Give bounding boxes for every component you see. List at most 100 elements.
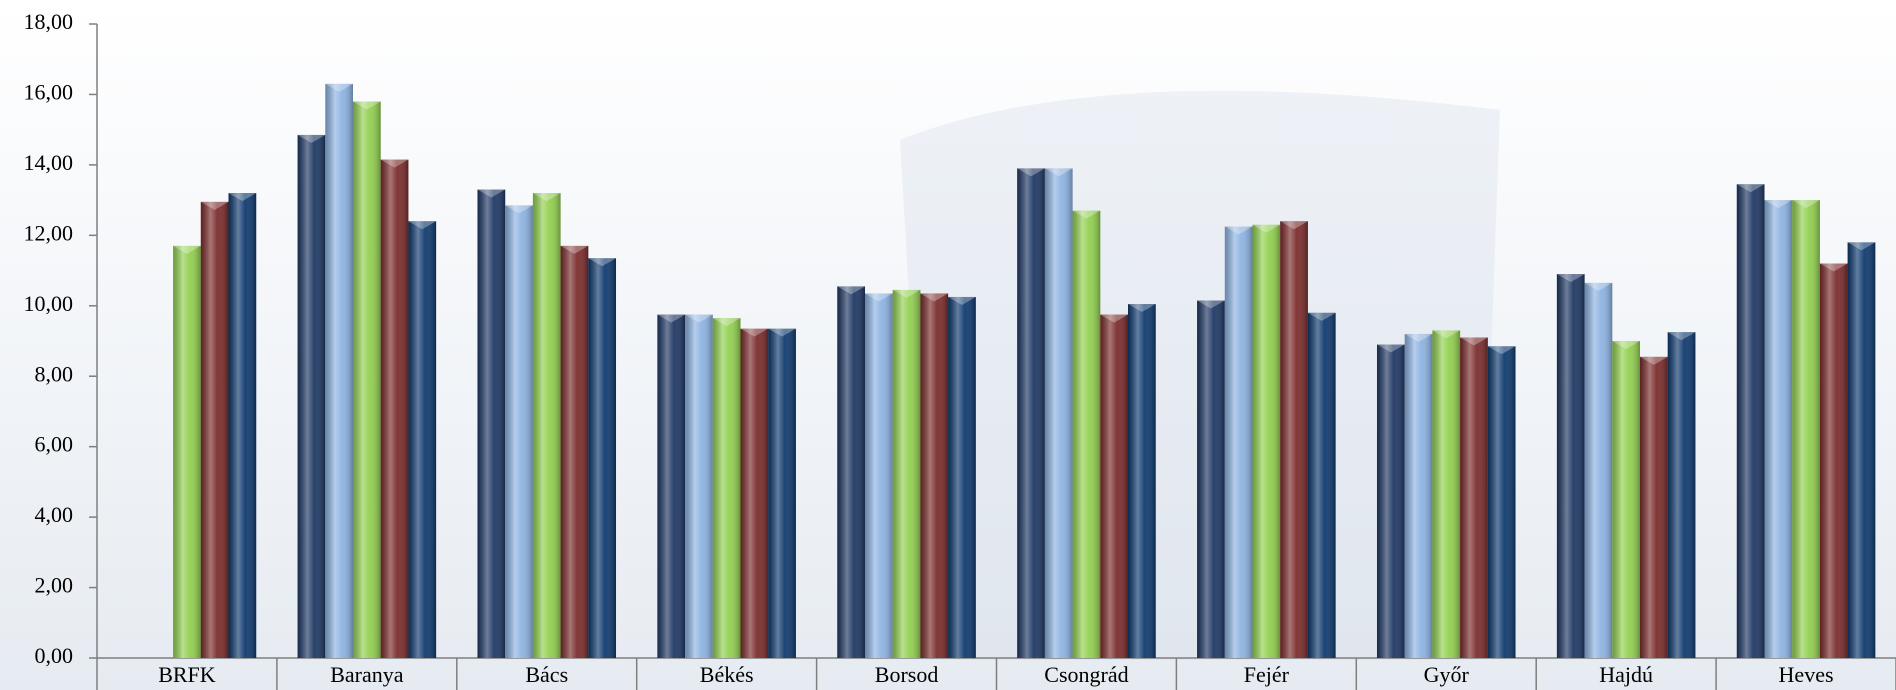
bar-cap (505, 205, 533, 214)
bar-cap (768, 328, 796, 337)
x-tick-label: BRFK (158, 662, 216, 687)
x-tick-label: Csongrád (1044, 662, 1128, 687)
bar-shine (352, 101, 381, 658)
bar-shine (1072, 210, 1101, 658)
bar-shine (1792, 200, 1820, 658)
y-tick-label: 18,00 (24, 9, 74, 34)
bar-shine (685, 314, 713, 658)
bar-shine (740, 328, 769, 658)
bar-cap (588, 258, 617, 267)
y-tick-label: 6,00 (35, 432, 74, 457)
bar-cap (1432, 330, 1461, 339)
bar-cap (1128, 304, 1156, 313)
y-tick-label: 16,00 (24, 79, 74, 104)
bar-cap (1764, 200, 1793, 209)
bar-shine (408, 221, 437, 658)
x-tick-label: Heves (1779, 662, 1834, 687)
bar-cap (200, 201, 229, 210)
x-tick-label: Borsod (875, 662, 939, 687)
bar-shine (588, 258, 617, 658)
bar-shine (1100, 314, 1129, 658)
y-tick-label: 12,00 (24, 220, 74, 245)
bar-cap (1487, 346, 1516, 355)
bar-cap (325, 83, 353, 92)
y-tick-label: 14,00 (24, 150, 74, 175)
bar-shine (712, 318, 741, 658)
bar-cap (297, 134, 326, 143)
bar-shine (920, 293, 949, 658)
y-tick-label: 10,00 (24, 291, 74, 316)
bar-shine (1044, 168, 1073, 658)
bar-shine (1252, 224, 1281, 658)
bar-cap (712, 318, 741, 327)
bar-cap (1460, 337, 1488, 346)
bar-cap (1044, 168, 1073, 177)
bar-cap (657, 314, 686, 323)
bar-shine (560, 245, 589, 658)
bar-shine (864, 293, 893, 658)
bar-cap (1197, 300, 1225, 309)
bar-cap (1847, 242, 1876, 251)
bar-shine (477, 189, 506, 659)
x-tick-label: Fejér (1244, 662, 1290, 687)
bar-cap (1640, 356, 1668, 365)
bar-shine (1280, 221, 1308, 658)
y-tick-label: 8,00 (35, 361, 74, 386)
bar-cap (1280, 221, 1308, 230)
bar-shine (1584, 282, 1613, 658)
bar-shine (297, 134, 326, 658)
bar-shine (1404, 333, 1433, 658)
bar-cap (1252, 224, 1281, 233)
bar-shine (1667, 332, 1696, 658)
bar-shine (1819, 263, 1848, 658)
bar-cap (1404, 333, 1433, 342)
bar-shine (1224, 226, 1253, 658)
bar-cap (408, 221, 437, 230)
bar-shine (1017, 168, 1045, 658)
bar-shine (837, 286, 865, 658)
bar-cap (948, 296, 976, 305)
bar-cap (920, 293, 949, 302)
bar-shine (1640, 356, 1668, 658)
bar-shine (1847, 242, 1876, 658)
bar-shine (948, 296, 976, 658)
x-tick-label: Győr (1424, 662, 1470, 687)
bar-shine (325, 83, 353, 658)
bar-shine (200, 201, 229, 658)
bar-shine (1307, 312, 1336, 658)
bar-shine (380, 159, 409, 658)
bar-cap (1072, 210, 1101, 219)
x-tick-label: Baranya (330, 662, 404, 687)
bar-cap (1584, 282, 1613, 291)
x-tick-label: Bács (525, 662, 568, 687)
bar-shine (173, 245, 201, 658)
bar-shine (1376, 344, 1405, 658)
bar-cap (1736, 184, 1765, 193)
bar-cap (1556, 274, 1585, 283)
bar-shine (1556, 274, 1585, 658)
bar-shine (1432, 330, 1461, 658)
bar-cap (173, 245, 201, 254)
bar-cap (1612, 341, 1641, 349)
y-tick-label: 0,00 (35, 643, 74, 668)
bar-shine (228, 193, 257, 659)
bar-cap (380, 159, 409, 168)
bar-shine (505, 205, 533, 658)
bar-cap (560, 245, 589, 254)
bar-shine (1736, 184, 1765, 658)
bar-cap (837, 286, 865, 295)
bar-cap (1017, 168, 1045, 177)
bar-shine (1612, 341, 1641, 658)
bar-cap (1307, 312, 1336, 321)
bar-shine (1487, 346, 1516, 658)
bar-cap (740, 328, 769, 337)
bar-shine (657, 314, 686, 658)
y-tick-label: 4,00 (35, 502, 74, 527)
bar-cap (1224, 226, 1253, 235)
bar-cap (477, 189, 506, 198)
bar-shine (532, 193, 561, 659)
bar-cap (864, 293, 893, 302)
bar-cap (532, 193, 561, 202)
x-tick-label: Békés (700, 662, 754, 687)
